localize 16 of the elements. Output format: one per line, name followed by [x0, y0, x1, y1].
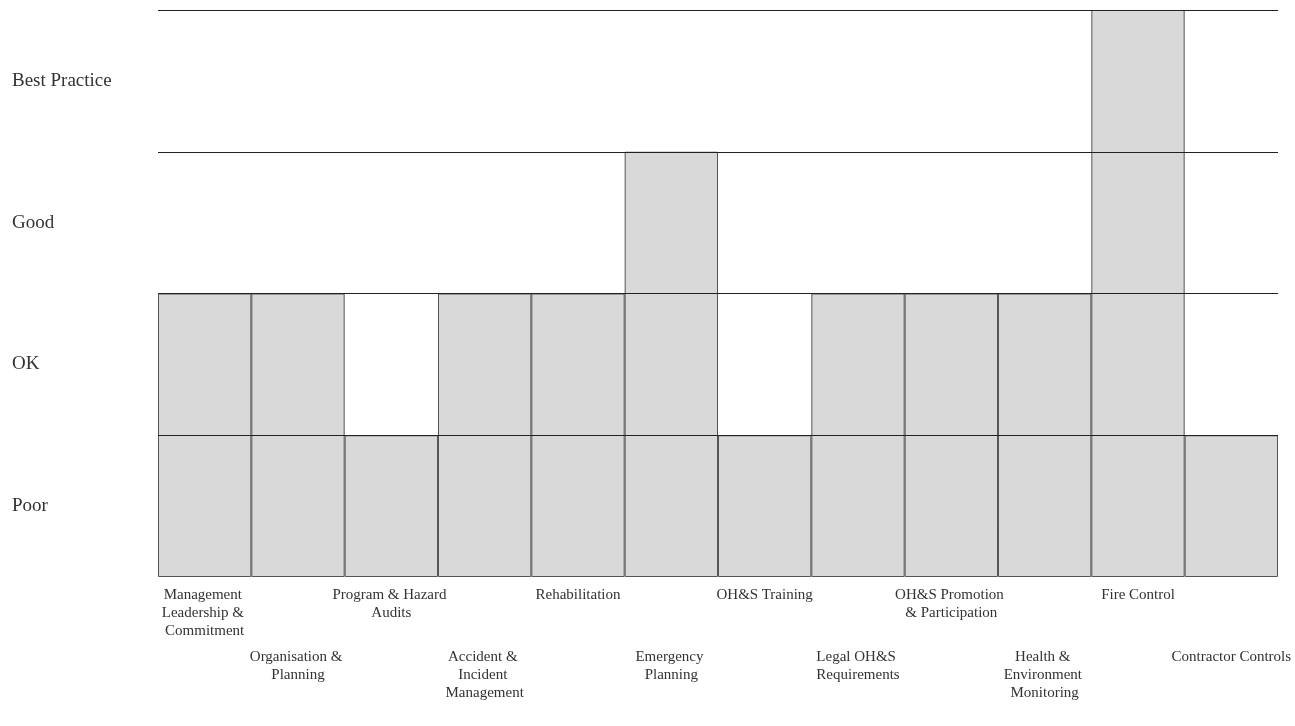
text: Good [12, 210, 55, 232]
x-tick-label: Health & Environment Monitoring [1003, 648, 1086, 700]
x-tick-label: Emergency Planning [635, 648, 708, 682]
x-tick-label: OH&S Promotion & Participation [895, 586, 1008, 620]
text: Poor [12, 494, 49, 516]
text: Best Practice [12, 68, 112, 90]
x-tick-label: Management Leadership & Commitment [161, 586, 248, 638]
x-tick-label: Contractor Controls [1171, 648, 1292, 664]
x-tick-label: Program & Hazard Audits [332, 586, 451, 620]
x-tick-label: Accident & Incident Management [445, 648, 525, 700]
x-tick-label: Organisation & Planning [249, 648, 347, 682]
text: OK [12, 352, 40, 374]
x-tick-label: OH&S Training [716, 586, 814, 602]
x-tick-label: Fire Control [1101, 586, 1175, 602]
x-tick-label: Legal OH&S Requirements [816, 648, 900, 682]
x-tick-label: Rehabilitation [535, 586, 621, 602]
